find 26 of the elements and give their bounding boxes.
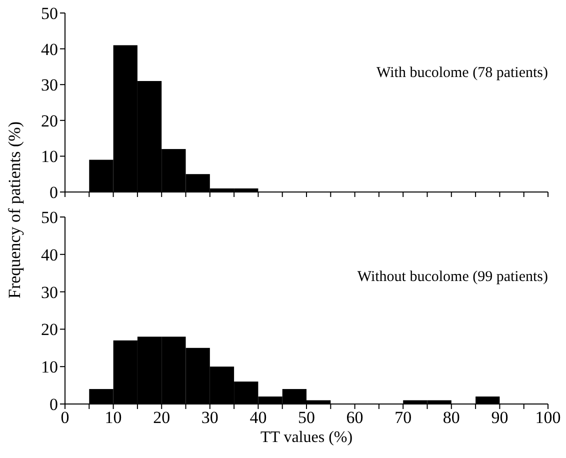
y-tick-label: 20	[41, 320, 58, 340]
y-tick-label: 0	[50, 395, 58, 414]
y-tick-label: 10	[41, 358, 58, 377]
x-tick-label: 60	[346, 408, 364, 428]
x-tick-label: 100	[535, 408, 561, 428]
y-tick-label: 30	[41, 76, 58, 95]
x-tick-label: 50	[298, 408, 315, 428]
x-axis-title: TT values (%)	[259, 428, 354, 448]
y-tick-label: 50	[41, 4, 58, 24]
x-tick-label: 80	[442, 408, 460, 428]
annotation: With bucolome (78 patients)	[376, 65, 548, 82]
x-tick-label: 90	[491, 408, 508, 428]
y-tick-label: 30	[41, 282, 58, 302]
x-tick-label: 10	[104, 408, 122, 428]
x-tick-label: 20	[153, 408, 170, 428]
y-tick-label: 40	[41, 245, 58, 264]
x-tick-label: 70	[394, 408, 412, 428]
annotation: Without bucolome (99 patients)	[357, 269, 548, 286]
y-axis-title: Frequency of patients (%)	[5, 121, 25, 299]
y-tick-label: 0	[50, 183, 58, 202]
x-tick-label: 40	[250, 408, 267, 428]
y-tick-label: 50	[41, 208, 58, 228]
y-tick-label: 40	[41, 40, 58, 59]
x-tick-label: 30	[201, 408, 218, 428]
y-tick-label: 20	[41, 111, 58, 130]
y-tick-label: 10	[41, 147, 58, 166]
